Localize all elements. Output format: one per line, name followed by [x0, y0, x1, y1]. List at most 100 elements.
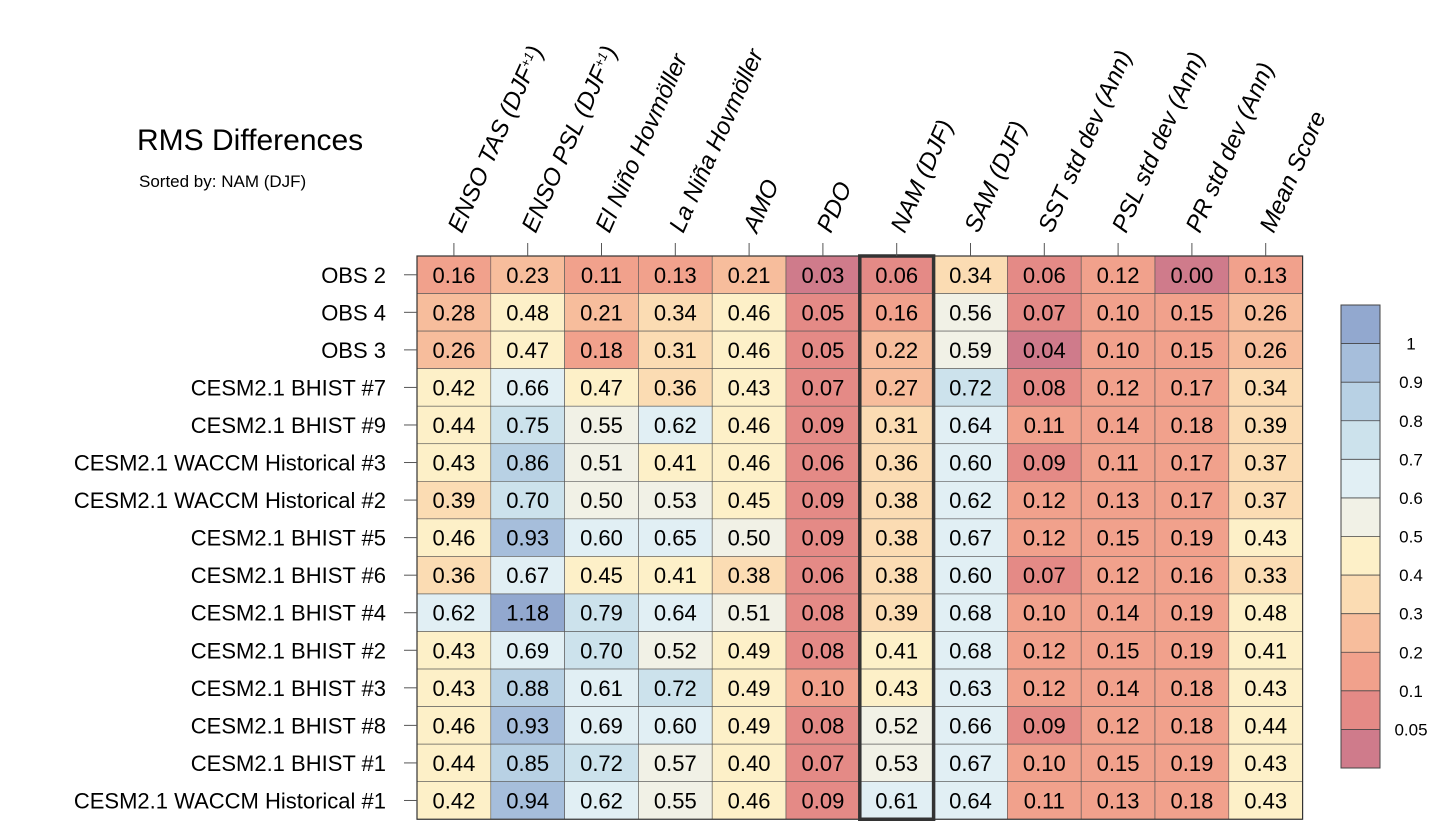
cell-value-label: 0.70 [580, 638, 623, 663]
cell-value-label: 0.40 [728, 751, 771, 776]
heatmap-cell [785, 293, 861, 332]
heatmap-cell [490, 743, 565, 783]
heatmap-cell [1228, 330, 1303, 369]
heatmap-cell [638, 518, 713, 557]
heatmap-cell [785, 518, 861, 557]
heatmap-cell [564, 518, 639, 557]
cell-value-label: 0.17 [1170, 375, 1213, 400]
cell-value-label: 0.63 [949, 676, 992, 701]
heatmap-cell [1154, 556, 1230, 595]
heatmap-cell [490, 668, 565, 707]
heatmap-cell [490, 781, 565, 820]
cell-value-label: 0.07 [1023, 563, 1066, 588]
heatmap-cell [711, 556, 787, 595]
cell-value-label: 0.05 [801, 300, 844, 325]
cell-value-label: 0.12 [1023, 526, 1066, 551]
colorbar-tick-label: 0.7 [1399, 450, 1423, 469]
heatmap-cell [1154, 781, 1230, 820]
cell-value-label: 0.07 [1023, 300, 1066, 325]
cell-value-label: 0.23 [506, 263, 549, 288]
heatmap-cell [1154, 743, 1230, 783]
cell-value-label: 0.38 [875, 526, 918, 551]
cell-value-label: 0.10 [1097, 338, 1140, 363]
row-label: CESM2.1 BHIST #7 [191, 375, 386, 400]
heatmap-cell [564, 405, 639, 445]
cell-value-label: 0.67 [949, 751, 992, 776]
cell-value-label: 0.61 [580, 676, 623, 701]
heatmap-cell [1228, 781, 1303, 820]
heatmap-cell [1228, 631, 1303, 670]
cell-value-label: 0.60 [949, 451, 992, 476]
heatmap-cell [711, 443, 787, 482]
row-label: CESM2.1 BHIST #5 [191, 526, 386, 551]
heatmap-cell [490, 443, 565, 482]
cell-value-label: 0.13 [654, 263, 697, 288]
cell-value-label: 0.52 [654, 638, 697, 663]
cell-value-label: 0.09 [801, 413, 844, 438]
cell-value-label: 0.67 [949, 526, 992, 551]
cell-value-label: 0.55 [654, 788, 697, 813]
chart-title: RMS Differences [137, 124, 364, 157]
heatmap-cell [1080, 743, 1156, 783]
cell-value-label: 0.12 [1097, 375, 1140, 400]
heatmap-cell [1228, 518, 1303, 557]
cell-value-label: 0.15 [1097, 638, 1140, 663]
heatmap-cell [1080, 368, 1156, 407]
cell-value-label: 0.43 [728, 375, 771, 400]
cell-value-label: 0.60 [654, 713, 697, 738]
cell-value-label: 0.36 [432, 563, 475, 588]
heatmap-cell [564, 631, 639, 670]
cell-value-label: 0.39 [1244, 413, 1287, 438]
cell-value-label: 0.26 [432, 338, 475, 363]
colorbar-tick-label: 0.1 [1399, 682, 1423, 701]
cell-value-label: 0.69 [506, 638, 549, 663]
cell-value-label: 0.22 [875, 338, 918, 363]
cell-value-label: 0.21 [580, 300, 623, 325]
cell-value-label: 0.08 [1023, 375, 1066, 400]
heatmap-cell [785, 593, 861, 632]
cell-value-label: 0.19 [1170, 526, 1213, 551]
cell-value-label: 0.93 [506, 713, 549, 738]
cell-value-label: 0.46 [728, 788, 771, 813]
heatmap-cell [1080, 255, 1156, 294]
cell-value-label: 0.38 [728, 563, 771, 588]
cell-value-label: 0.17 [1170, 488, 1213, 513]
heatmap-cell [490, 706, 565, 745]
heatmap-cell [785, 631, 861, 670]
cell-value-label: 0.41 [654, 563, 697, 588]
cell-value-label: 0.14 [1097, 601, 1140, 626]
heatmap-cell [1154, 518, 1230, 557]
cell-value-label: 0.72 [949, 375, 992, 400]
heatmap-cell [416, 743, 492, 783]
cell-value-label: 0.65 [654, 526, 697, 551]
row-label: CESM2.1 BHIST #6 [191, 563, 386, 588]
heatmap-cell [1007, 405, 1082, 445]
heatmap-cell [1228, 480, 1303, 520]
cell-value-label: 0.36 [875, 451, 918, 476]
heatmap-cell [564, 368, 639, 407]
heatmap-cell [564, 743, 639, 783]
row-label: OBS 3 [321, 338, 386, 363]
cell-value-label: 0.39 [875, 601, 918, 626]
cell-value-label: 0.18 [1170, 713, 1213, 738]
cell-value-label: 0.11 [1024, 413, 1065, 438]
heatmap-cell [859, 631, 934, 670]
heatmap-cell [711, 668, 787, 707]
cell-value-label: 0.06 [1023, 263, 1066, 288]
colorbar-segment [1341, 613, 1380, 653]
cell-value-label: 0.53 [875, 751, 918, 776]
cell-value-label: 0.72 [654, 676, 697, 701]
heatmap-cell [933, 405, 1008, 445]
cell-value-label: 0.18 [1170, 788, 1213, 813]
row-label: CESM2.1 BHIST #3 [191, 676, 386, 701]
colorbar-tick-label: 0.9 [1399, 373, 1423, 392]
heatmap-cell [416, 368, 492, 407]
colorbar-tick-label: 0.8 [1399, 412, 1423, 431]
cell-value-label: 0.43 [432, 451, 475, 476]
cell-value-label: 0.94 [506, 788, 549, 813]
cell-value-label: 0.62 [949, 488, 992, 513]
cell-value-label: 0.15 [1170, 338, 1213, 363]
cell-value-label: 0.37 [1244, 488, 1287, 513]
heatmap-cell [416, 593, 492, 632]
heatmap-cell [490, 518, 565, 557]
